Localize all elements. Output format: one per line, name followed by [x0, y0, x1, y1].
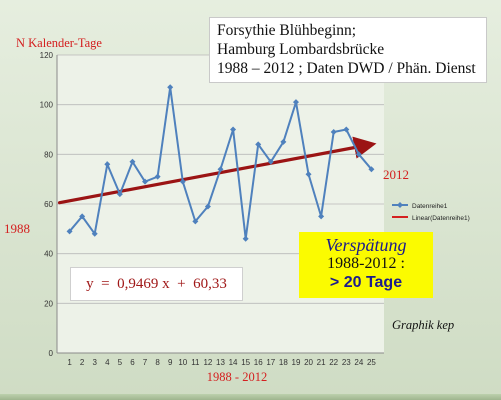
x-tick-label: 11 [191, 358, 200, 367]
title-line-3: 1988 – 2012 ; Daten DWD / Phän. Dienst [217, 60, 476, 77]
x-tick-label: 23 [342, 358, 351, 367]
trend-equation: y = 0,9469 x + 60,33 [70, 267, 243, 301]
end-year-label: 2012 [383, 167, 409, 182]
data-point [192, 218, 199, 225]
legend-label-series: Datenreihe1 [412, 203, 448, 210]
data-point [129, 158, 136, 165]
legend-label-trend: Linear(Datenreihe1) [412, 215, 470, 222]
title-line-1: Forsythie Blühbeginn; [217, 22, 357, 39]
x-tick-label: 9 [168, 358, 173, 367]
x-tick-label: 17 [266, 358, 275, 367]
delay-line-1: Verspätung [325, 235, 407, 255]
x-tick-label: 25 [367, 358, 376, 367]
data-point [330, 128, 337, 135]
x-tick-label: 12 [203, 358, 212, 367]
y-axis-label: N Kalender-Tage [16, 36, 102, 50]
x-tick-label: 15 [241, 358, 250, 367]
y-tick-label: 60 [44, 200, 53, 209]
x-tick-label: 3 [93, 358, 98, 367]
y-tick-label: 40 [44, 250, 53, 259]
data-point [343, 126, 350, 133]
delay-line-2: 1988-2012 : [327, 255, 405, 272]
x-tick-label: 10 [178, 358, 187, 367]
x-axis-label: 1988 - 2012 [207, 370, 267, 384]
delay-box: Verspätung 1988-2012 : > 20 Tage [299, 232, 433, 298]
x-tick-label: 18 [279, 358, 288, 367]
x-tick-label: 5 [118, 358, 123, 367]
x-tick-label: 22 [329, 358, 338, 367]
x-tick-label: 19 [292, 358, 301, 367]
y-tick-label: 120 [40, 51, 54, 60]
data-point [116, 191, 123, 198]
graphic-credit: Graphik kep [392, 318, 455, 332]
x-tick-label: 24 [354, 358, 363, 367]
data-point [318, 213, 325, 220]
data-point [167, 84, 174, 91]
data-point [154, 173, 161, 180]
legend-marker-series [397, 202, 403, 208]
data-point [292, 99, 299, 106]
trend-arrow [57, 136, 377, 205]
data-point [368, 166, 375, 173]
x-tick-label: 20 [304, 358, 313, 367]
title-box: Forsythie Blühbeginn; Hamburg Lombardsbr… [209, 17, 487, 83]
x-tick-label: 21 [317, 358, 326, 367]
x-tick-label: 13 [216, 358, 225, 367]
data-point [280, 138, 287, 145]
data-point [79, 213, 86, 220]
data-point [242, 235, 249, 242]
data-point [91, 230, 98, 237]
x-tick-label: 16 [254, 358, 263, 367]
data-point [204, 203, 211, 210]
data-point [104, 161, 111, 168]
x-tick-label: 4 [105, 358, 110, 367]
data-point [267, 158, 274, 165]
x-tick-label: 7 [143, 358, 148, 367]
start-year-label: 1988 [4, 221, 30, 236]
x-tick-label: 2 [80, 358, 85, 367]
x-tick-label: 8 [155, 358, 160, 367]
data-point [179, 178, 186, 185]
title-line-2: Hamburg Lombardsbrücke [217, 41, 385, 58]
data-point [255, 141, 262, 148]
data-point [305, 171, 312, 178]
x-tick-label: 6 [130, 358, 135, 367]
data-point [142, 178, 149, 185]
y-tick-label: 0 [49, 349, 54, 358]
x-tick-label: 1 [67, 358, 72, 367]
y-tick-label: 100 [40, 101, 54, 110]
data-point [230, 126, 237, 133]
y-tick-label: 80 [44, 150, 53, 159]
x-tick-label: 14 [229, 358, 238, 367]
data-point [66, 228, 73, 235]
data-point [355, 151, 362, 158]
y-tick-label: 20 [44, 299, 53, 308]
data-point [217, 166, 224, 173]
delay-line-3: > 20 Tage [329, 274, 403, 291]
